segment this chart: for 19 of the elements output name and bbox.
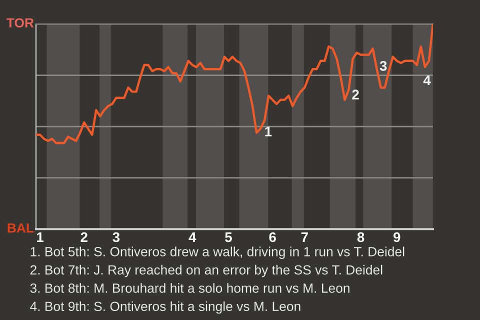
x-tick-label: 7 bbox=[301, 232, 308, 242]
annotation: 1 bbox=[265, 126, 272, 136]
text: 3. Bot 8th: M. Brouhard hit a solo home run vs M. Leon bbox=[30, 283, 350, 293]
x-tick-label: 9 bbox=[393, 232, 400, 242]
x-tick-label: 3 bbox=[112, 232, 120, 242]
annotation: 3 bbox=[380, 60, 387, 71]
x-tick-label: 4 bbox=[188, 232, 196, 242]
x-tick-label: 8 bbox=[357, 232, 364, 242]
x-tick-label: 6 bbox=[269, 232, 276, 242]
text: TOR bbox=[6, 18, 34, 28]
annotation: 4 bbox=[423, 75, 431, 86]
x-tick-label: 1 bbox=[37, 232, 44, 242]
text: 1. Bot 5th: S. Ontiveros drew a walk, driving in 1 run vs T. Deidel bbox=[30, 246, 404, 259]
x-tick-label: 2 bbox=[80, 232, 88, 242]
annotation: 2 bbox=[352, 90, 359, 100]
text: 4. Bot 9th: S. Ontiveros hit a single vs M. Leon bbox=[30, 301, 300, 314]
text: BAL bbox=[8, 223, 34, 233]
text: 2. Bot 7th: J. Ray reached on an error by the SS vs T. Deidel bbox=[30, 264, 382, 278]
x-tick-label: 5 bbox=[225, 232, 232, 242]
